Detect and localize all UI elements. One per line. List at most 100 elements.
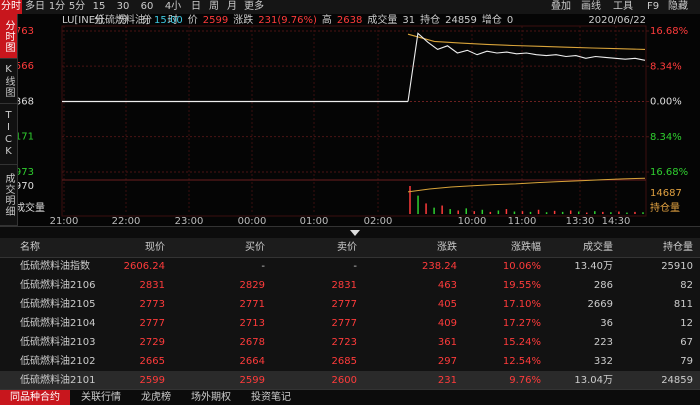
toolbar-button[interactable]: F9 (646, 1, 660, 12)
table-cell: 17.27% (502, 318, 541, 329)
column-header[interactable]: 涨跌幅 (511, 242, 541, 253)
plot-frame (61, 25, 647, 217)
table-cell: 19.55% (502, 280, 541, 291)
toolbar-tab[interactable]: 60分 (140, 1, 154, 26)
side-tab[interactable]: TICK (0, 104, 17, 165)
toolbar-tab[interactable]: 更多 (244, 1, 264, 12)
y2-tick-label: 16.68% (650, 167, 688, 178)
toolbar-tab[interactable]: 分时 (0, 0, 22, 14)
average-line (407, 33, 646, 50)
table-cell: 79 (680, 356, 693, 367)
bottom-tab[interactable]: 关联行情 (81, 392, 121, 403)
bottom-tabs: 同品种合约 关联行情 龙虎榜 场外期权 投资笔记 (0, 389, 700, 405)
table-cell: 2685 (331, 356, 357, 367)
quote-price-label: 价 (187, 15, 198, 26)
quote-price: 2599 (202, 15, 229, 26)
bottom-tab[interactable]: 龙虎榜 (141, 392, 171, 403)
toolbar-tab[interactable]: 30分 (116, 1, 130, 26)
table-cell: 2723 (331, 337, 357, 348)
table-cell: 9.76% (509, 375, 541, 386)
bottom-tab[interactable]: 同品种合约 (0, 390, 70, 405)
toolbar-button[interactable]: 工具 (613, 1, 633, 12)
quote-volume: 31 (402, 15, 416, 26)
quote-symbol: LU[INE低硫燃料油] (62, 15, 149, 26)
toolbar-tab[interactable]: 15分 (92, 1, 106, 26)
table-cell: 2665 (139, 356, 165, 367)
table-row[interactable]: 低硫燃料油2106 2831 2829 2831 463 19.55% 286 82 (0, 276, 700, 295)
toolbar-button[interactable]: 隐藏 (668, 1, 688, 12)
table-row[interactable]: 低硫燃料油2104 2777 2713 2777 409 17.27% 36 12 (0, 314, 700, 333)
side-tab[interactable]: 成交明细 (0, 165, 17, 226)
table-cell: 25910 (661, 261, 693, 272)
toolbar-tab[interactable]: 1分 (48, 1, 66, 12)
toolbar-tab[interactable]: 多日 (25, 1, 45, 12)
collapse-arrow[interactable] (350, 229, 360, 237)
column-header[interactable]: 涨跌 (437, 242, 457, 253)
table-cell: - (353, 261, 357, 272)
table-cell: 2777 (139, 318, 165, 329)
oi-label: 持仓量 (650, 201, 680, 214)
y-tick-label: 2566 (9, 61, 34, 72)
table-cell: 2829 (239, 280, 265, 291)
side-tabs: 分时图K线图TICK成交明细深度资料 (0, 14, 18, 283)
intraday-chart: 2763 2566 2368 2171 1973 16.68% 8.34% 0.00% 8.34… (9, 25, 688, 227)
table-header: 名称 现价 买价 卖价 涨跌 涨跌幅 成交量 持仓量 (0, 238, 700, 258)
table-row[interactable]: 低硫燃料油2101 2599 2599 2600 231 9.76% 13.04万 24859 (0, 371, 700, 390)
table-cell: 811 (673, 299, 693, 310)
price-line (407, 32, 646, 102)
toolbar-tab[interactable]: 4小时 (164, 1, 182, 26)
quote-oi-change-label: 增仓 (481, 15, 502, 26)
table-cell: 2831 (331, 280, 357, 291)
column-header[interactable]: 成交量 (583, 242, 613, 253)
table-cell: 2669 (587, 299, 613, 310)
y-tick-label: 1973 (9, 167, 34, 178)
table-row[interactable]: 低硫燃料油2103 2729 2678 2723 361 15.24% 223 67 (0, 333, 700, 352)
contract-name: 低硫燃料油2106 (20, 280, 96, 291)
toolbar-tab[interactable]: 周 (209, 1, 219, 12)
quote-high-label: 高 (321, 15, 332, 26)
table-cell: 463 (437, 280, 457, 291)
table-cell: 82 (680, 280, 693, 291)
table-cell: 10.06% (502, 261, 541, 272)
table-cell: 286 (593, 280, 613, 291)
column-header[interactable]: 买价 (245, 242, 265, 253)
splitter (0, 226, 700, 239)
toolbar-button[interactable]: 画线 (581, 1, 601, 12)
table-cell: 361 (437, 337, 457, 348)
x-tick-label: 14:30 (602, 216, 631, 227)
table-cell: 2606.24 (123, 261, 165, 272)
toolbar-tab[interactable]: 5分 (68, 1, 86, 12)
table-cell: 2600 (331, 375, 357, 386)
table-cell: 409 (437, 318, 457, 329)
contract-name: 低硫燃料油2103 (20, 337, 96, 348)
table-cell: 15.24% (502, 337, 541, 348)
y2-tick-label: 0.00% (650, 97, 682, 108)
table-cell: 2777 (331, 299, 357, 310)
table-row[interactable]: 低硫燃料油指数 2606.24 - - 238.24 10.06% 13.40万 25910 (0, 257, 700, 276)
table-row[interactable]: 低硫燃料油2102 2665 2664 2685 297 12.54% 332 79 (0, 352, 700, 371)
contract-name: 低硫燃料油2105 (20, 299, 96, 310)
column-header[interactable]: 名称 (20, 242, 40, 253)
toolbar-tab[interactable]: 月 (227, 1, 237, 12)
contract-name: 低硫燃料油2102 (20, 356, 96, 367)
bottom-tab[interactable]: 场外期权 (191, 392, 231, 403)
column-header[interactable]: 卖价 (337, 242, 357, 253)
quote-change-label: 涨跌 (233, 15, 254, 26)
x-tick-label: 10:00 (458, 216, 487, 227)
date: 2020/06/22 (588, 15, 646, 26)
table-cell: 2777 (331, 318, 357, 329)
bottom-tab[interactable]: 投资笔记 (251, 392, 291, 403)
quote-oi-change: 0 (506, 15, 514, 26)
column-header[interactable]: 现价 (145, 242, 165, 253)
quote-high: 2638 (336, 15, 363, 26)
toolbar-button[interactable]: 叠加 (551, 1, 571, 12)
quote-line: LU[INE低硫燃料油] 15:00 价 2599 涨跌 231(9.76%) 高 2638 成… (62, 14, 513, 28)
table-cell: 13.04万 (574, 375, 613, 386)
contract-name: 低硫燃料油2101 (20, 375, 96, 386)
side-tab[interactable]: 分时图 (0, 14, 17, 59)
side-tab[interactable]: K线图 (0, 59, 17, 104)
y2-tick-label: 8.34% (650, 132, 682, 143)
column-header[interactable]: 持仓量 (663, 242, 693, 253)
table-row[interactable]: 低硫燃料油2105 2773 2771 2777 405 17.10% 2669 811 (0, 295, 700, 314)
toolbar-tab[interactable]: 日 (191, 1, 201, 12)
